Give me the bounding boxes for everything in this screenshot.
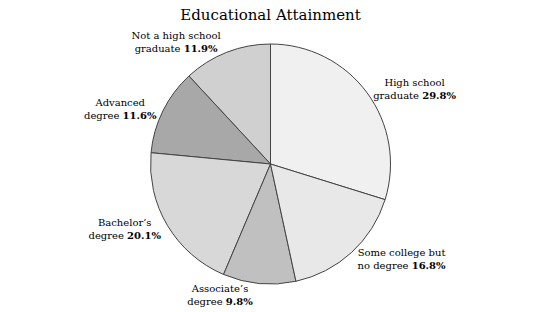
svg-text:Not a high schoolgraduate 11.9: Not a high schoolgraduate 11.9% bbox=[131, 30, 220, 54]
svg-text:Educational Attainment: Educational Attainment bbox=[180, 6, 360, 24]
svg-text:Bachelor’sdegree 20.1%: Bachelor’sdegree 20.1% bbox=[89, 217, 162, 241]
svg-text:Advanceddegree 11.6%: Advanceddegree 11.6% bbox=[84, 97, 157, 121]
svg-text:High schoolgraduate 29.8%: High schoolgraduate 29.8% bbox=[373, 77, 456, 101]
svg-text:Associate’sdegree 9.8%: Associate’sdegree 9.8% bbox=[187, 283, 253, 307]
svg-text:Some college butno degree 16.8: Some college butno degree 16.8% bbox=[358, 247, 447, 271]
